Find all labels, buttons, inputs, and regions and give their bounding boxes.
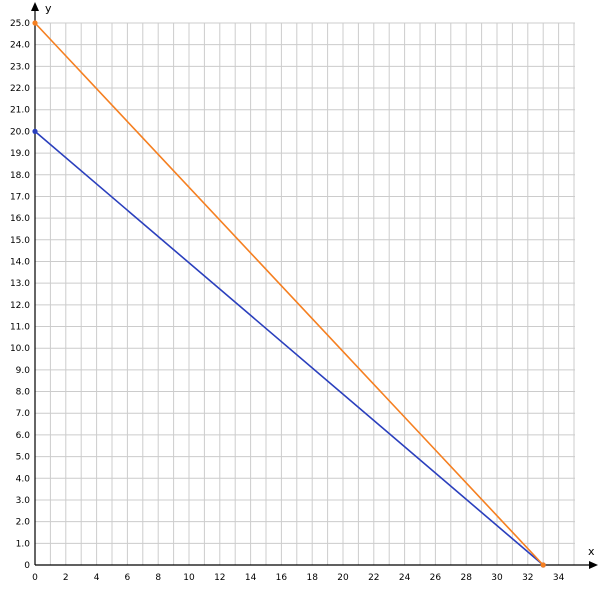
y-tick-label: 2.0: [16, 518, 31, 528]
x-tick-label: 32: [522, 573, 533, 583]
y-tick-label: 7.0: [16, 409, 31, 419]
y-tick-label: 17.0: [10, 192, 30, 202]
x-tick-label: 28: [460, 573, 472, 583]
grid: [34, 22, 575, 566]
x-tick-label: 22: [368, 573, 379, 583]
x-tick-label: 6: [125, 573, 131, 583]
x-axis-label: x: [588, 545, 595, 558]
y-tick-label: 10.0: [10, 344, 30, 354]
data-point: [32, 20, 38, 26]
y-axis-arrow: [31, 2, 39, 11]
y-tick-label: 9.0: [16, 366, 31, 376]
y-tick-label: 25.0: [10, 19, 30, 29]
y-tick-label: 14.0: [10, 257, 30, 267]
y-tick-label: 6.0: [16, 431, 31, 441]
y-tick-label: 24.0: [10, 41, 30, 51]
series-line: [34, 22, 544, 566]
x-tick-label: 30: [491, 573, 503, 583]
x-tick-label: 4: [94, 573, 100, 583]
x-tick-label: 34: [553, 573, 565, 583]
y-tick-label: 5.0: [16, 453, 31, 463]
data-point: [32, 128, 38, 134]
x-tick-label: 26: [430, 573, 442, 583]
series-group: [32, 20, 546, 568]
x-tick-label: 18: [306, 573, 318, 583]
y-tick-label: 15.0: [10, 236, 30, 246]
x-tick-label: 24: [399, 573, 411, 583]
y-tick-label: 13.0: [10, 279, 30, 289]
x-tick-label: 14: [245, 573, 257, 583]
y-tick-label: 19.0: [10, 149, 30, 159]
y-tick-label: 0: [24, 561, 30, 571]
x-tick-label: 10: [183, 573, 195, 583]
x-tick-label: 8: [155, 573, 161, 583]
x-tick-label: 16: [276, 573, 288, 583]
y-tick-labels: 0 1.0 2.0 3.0 4.0 5.0 6.0 7.0 8.0 9.0 10.0 11.0 12.0…: [10, 19, 30, 571]
axes: x y: [31, 2, 598, 569]
x-tick-label: 12: [214, 573, 225, 583]
x-tick-label: 2: [63, 573, 69, 583]
y-tick-label: 23.0: [10, 62, 30, 72]
x-tick-labels: 0 2 4 6 8 10 12 14 16 18 20 22 24 26 28 30 32 34: [32, 573, 564, 583]
x-tick-label: 0: [32, 573, 38, 583]
x-tick-label: 20: [337, 573, 349, 583]
y-tick-label: 8.0: [16, 388, 31, 398]
x-axis-arrow: [589, 561, 598, 569]
y-tick-label: 4.0: [16, 474, 31, 484]
series-line: [34, 130, 544, 566]
y-tick-label: 18.0: [10, 171, 30, 181]
y-axis-label: y: [45, 2, 52, 15]
y-tick-label: 20.0: [10, 127, 30, 137]
y-tick-label: 11.0: [10, 323, 30, 333]
y-tick-label: 22.0: [10, 84, 30, 94]
y-tick-label: 16.0: [10, 214, 30, 224]
y-tick-label: 3.0: [16, 496, 31, 506]
data-point: [540, 562, 546, 568]
y-tick-label: 1.0: [16, 539, 31, 549]
y-tick-label: 21.0: [10, 106, 30, 116]
y-tick-label: 12.0: [10, 301, 30, 311]
